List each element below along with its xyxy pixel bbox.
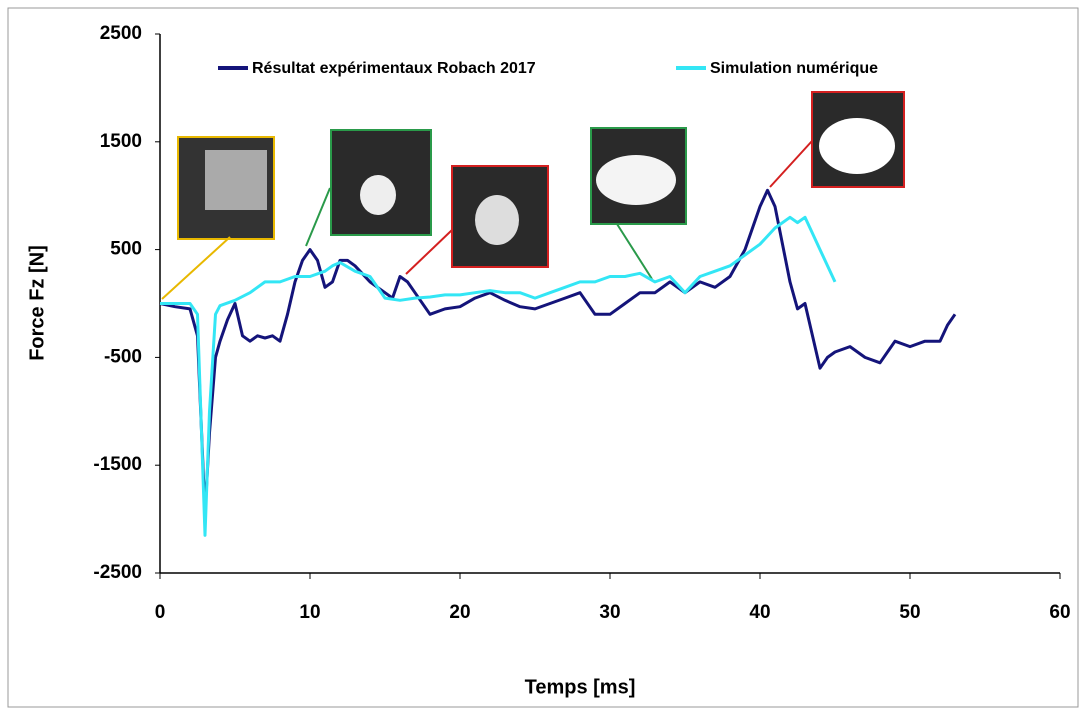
x-tick-label: 40: [749, 602, 770, 623]
x-tick-label: 0: [155, 602, 166, 623]
arrow: [616, 223, 653, 280]
x-tick-label: 20: [449, 602, 470, 623]
inset-detail: [475, 195, 519, 245]
x-tick-label: 30: [599, 602, 620, 623]
insets: [161, 91, 905, 300]
inset-detail: [360, 175, 396, 215]
x-axis-title: Temps [ms]: [525, 676, 636, 698]
inset-detail: [205, 150, 267, 210]
inset-detail: [596, 155, 676, 205]
legend-label: Simulation numérique: [710, 60, 878, 77]
y-tick-label: 1500: [100, 131, 142, 152]
arrow: [305, 187, 331, 247]
arrow: [769, 140, 813, 188]
y-axis-title: Force Fz [N]: [26, 245, 48, 361]
x-tick-label: 10: [299, 602, 320, 623]
legend-label: Résultat expérimentaux Robach 2017: [252, 60, 536, 77]
series-line: [160, 215, 837, 537]
y-tick-label: -500: [104, 346, 142, 367]
y-tick-label: -2500: [93, 562, 142, 583]
arrow: [405, 229, 453, 275]
series-line: [159, 188, 957, 516]
x-tick-label: 50: [899, 602, 920, 623]
inset-detail: [819, 118, 895, 174]
y-tick-label: -1500: [93, 454, 142, 475]
x-tick-label: 60: [1049, 602, 1070, 623]
y-tick-label: 500: [110, 239, 142, 260]
arrow: [161, 236, 231, 300]
inset-image: [451, 165, 549, 268]
y-tick-label: 2500: [100, 23, 142, 44]
